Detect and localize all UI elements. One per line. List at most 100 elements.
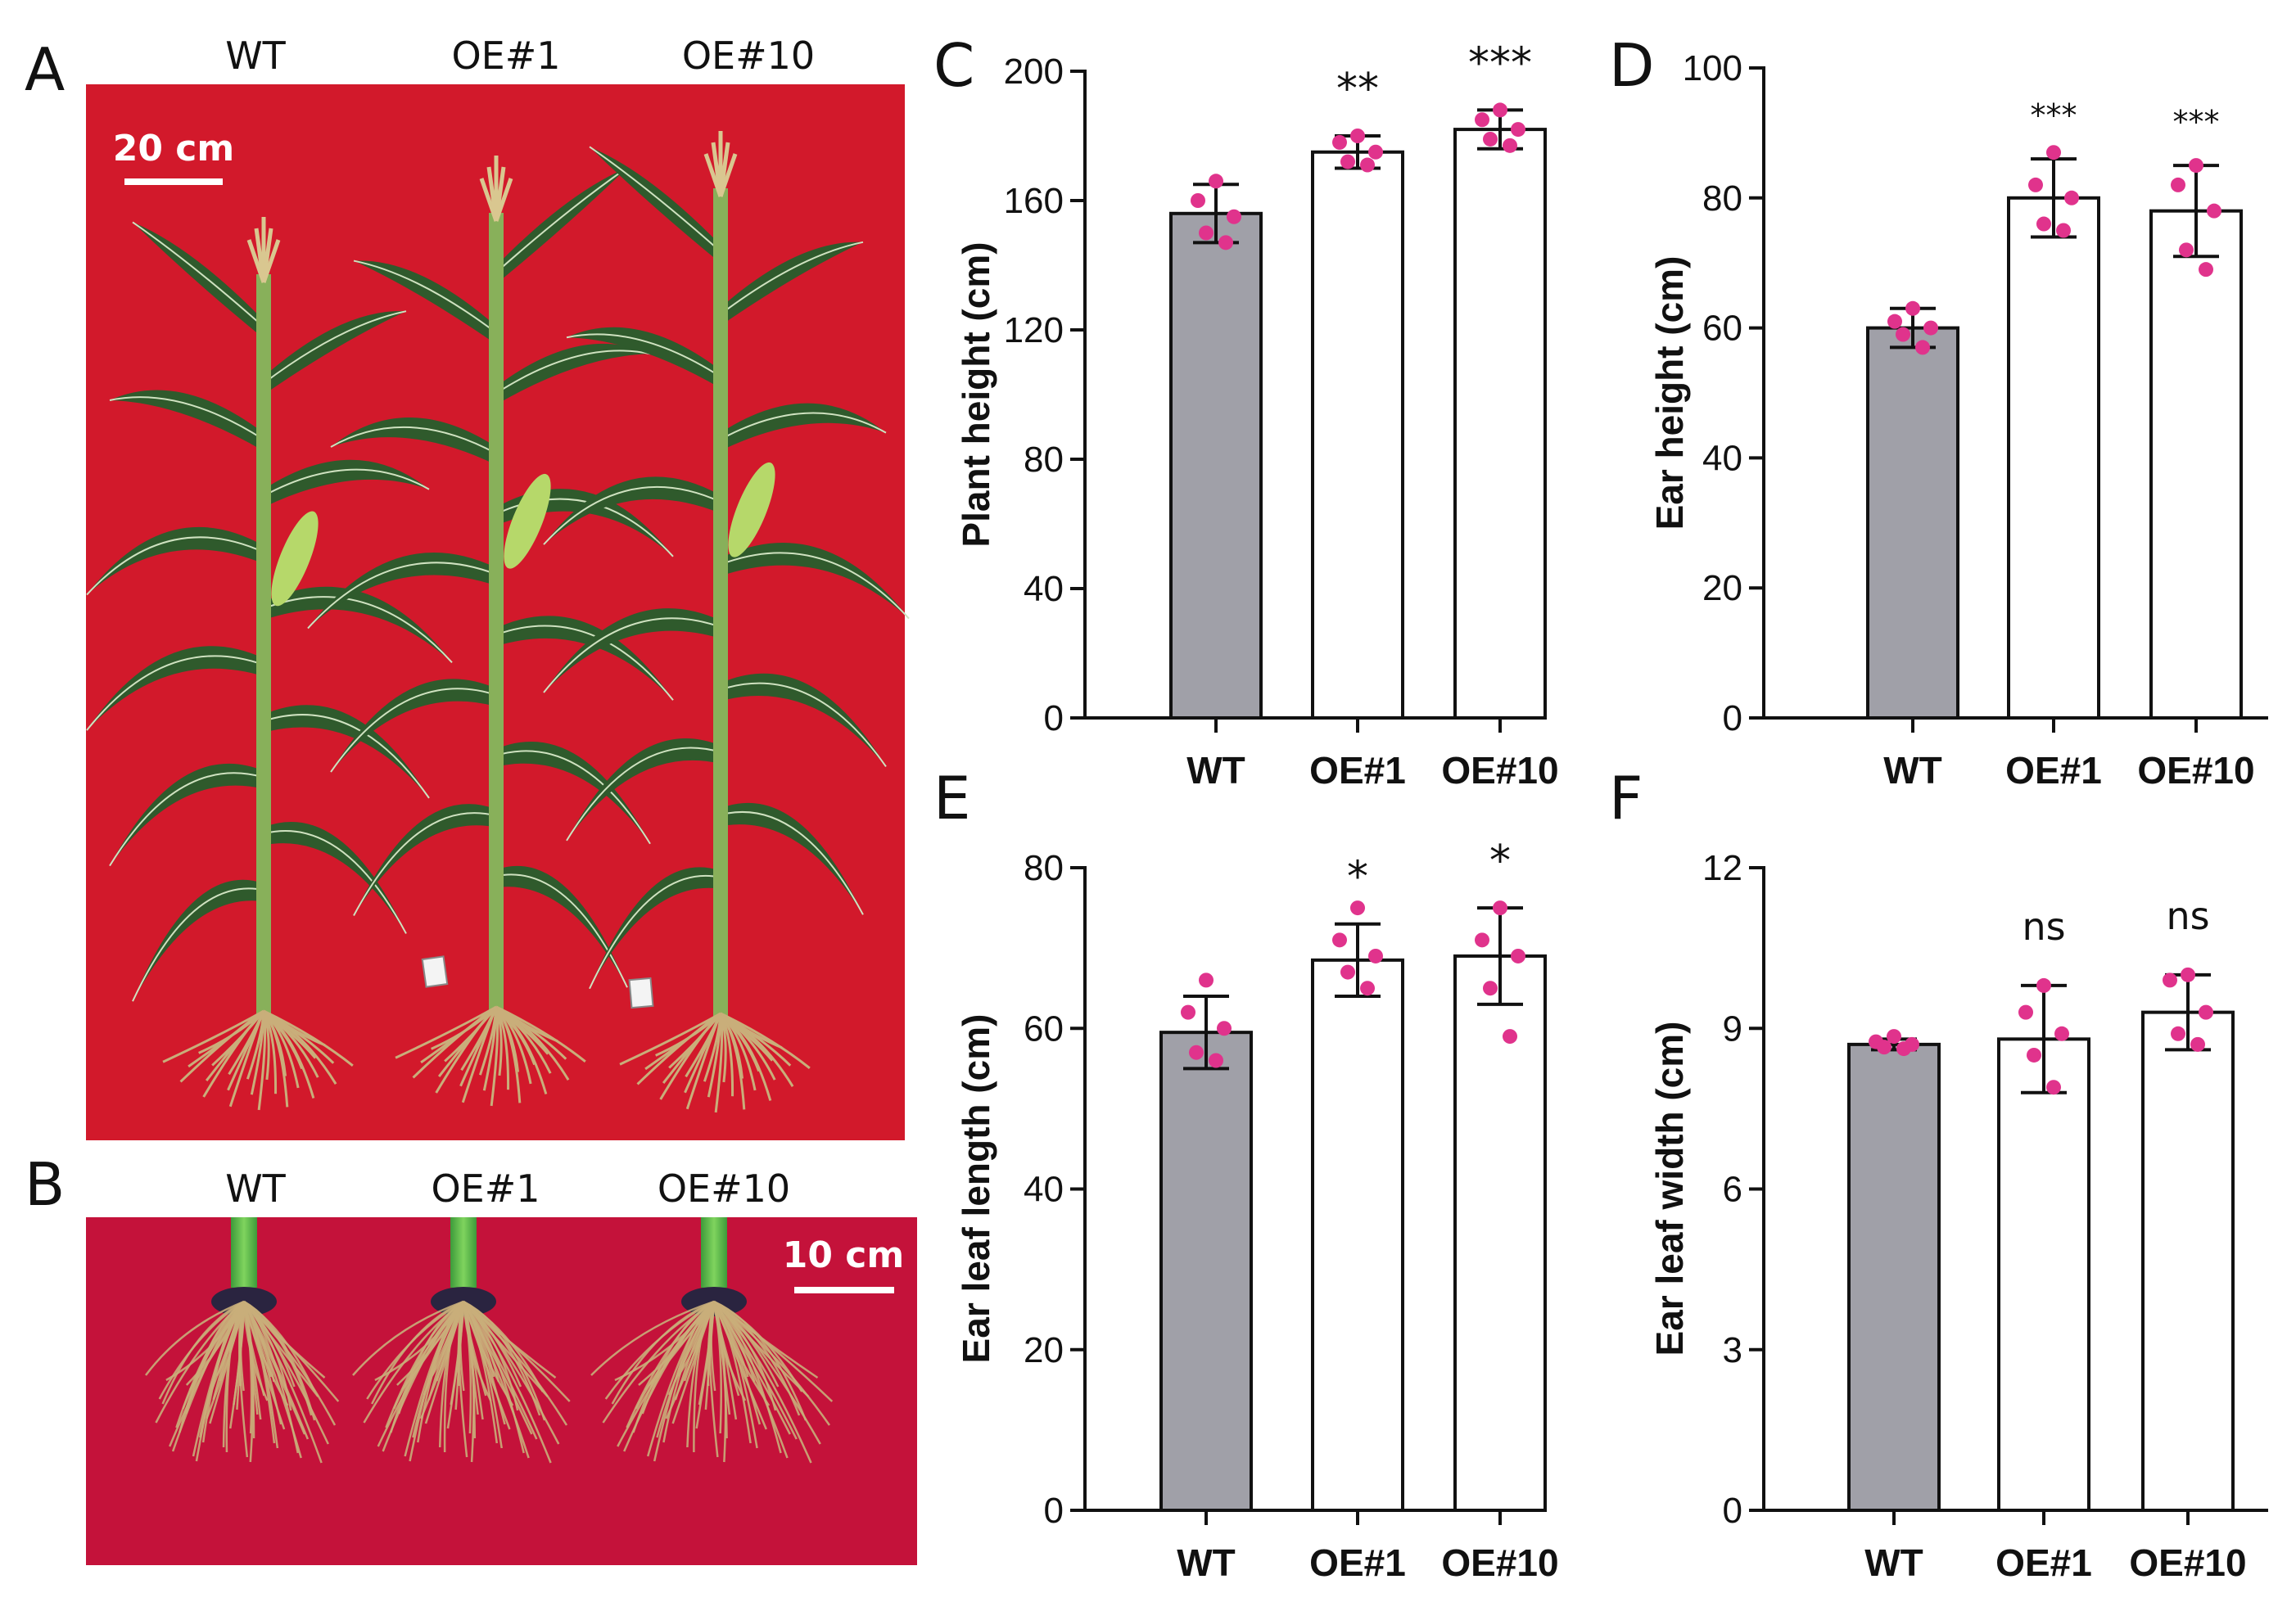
data-point — [1209, 174, 1223, 189]
leaf-midrib — [720, 682, 887, 768]
data-point — [1350, 129, 1365, 143]
data-point — [1199, 225, 1214, 241]
photo-b-scale-label: 10 cm — [783, 1234, 904, 1276]
y-tick-label: 20 — [1702, 568, 1742, 608]
root-strand — [713, 1301, 798, 1440]
root-strand — [478, 1006, 498, 1076]
photo-b-label-oe10: OE#10 — [658, 1167, 790, 1211]
root-strand — [462, 1301, 530, 1459]
maize-leaf — [721, 802, 863, 915]
root-strand — [632, 1300, 715, 1433]
x-tick-label-oe10: OE#10 — [2129, 1541, 2246, 1584]
root-systems — [145, 1217, 834, 1464]
y-tick-label: 40 — [1024, 1170, 1064, 1210]
x-tick-label-oe10: OE#10 — [1441, 1541, 1558, 1584]
data-point — [1360, 981, 1375, 996]
root-strand — [409, 1301, 464, 1462]
data-point — [2036, 216, 2051, 232]
bar-oe10 — [2149, 209, 2243, 720]
y-tick-label: 0 — [1723, 1491, 1742, 1531]
bar-oe10 — [1453, 954, 1547, 1512]
x-tick-label-oe10: OE#10 — [2137, 749, 2254, 792]
photo-b-label-oe1: OE#1 — [431, 1167, 540, 1211]
data-point — [1475, 932, 1489, 948]
leaf-midrib — [263, 596, 453, 663]
root-strand — [463, 1301, 549, 1397]
leaf-midrib — [353, 812, 497, 916]
root-strand — [703, 1013, 722, 1082]
y-tick-label: 160 — [1004, 181, 1064, 221]
significance-label: *** — [1468, 38, 1532, 88]
x-tick-label-oe1: OE#1 — [1309, 1541, 1406, 1584]
leaf-midrib — [589, 146, 721, 253]
maize-leaf — [496, 616, 673, 701]
leaf-midrib — [566, 747, 721, 842]
y-tick-label: 3 — [1723, 1330, 1742, 1370]
data-point — [1199, 972, 1214, 988]
data-point — [1503, 1029, 1517, 1045]
maize-leaf — [590, 147, 721, 264]
root-strand — [242, 1301, 310, 1440]
maize-leaf — [590, 867, 721, 989]
leaf-midrib — [495, 350, 651, 395]
panel-label-a: A — [25, 35, 65, 104]
root-strand — [243, 1301, 337, 1426]
data-point — [1905, 300, 1920, 316]
y-axis-label: Ear leaf width (cm) — [1648, 1022, 1691, 1356]
root-strand — [460, 1006, 498, 1072]
data-point — [2189, 158, 2203, 174]
leaf-midrib — [589, 874, 721, 990]
panel-label: E — [933, 764, 971, 833]
maize-ear — [504, 473, 551, 569]
data-point — [1493, 900, 1507, 916]
maize-leaf — [721, 241, 863, 326]
data-point — [2036, 977, 2051, 993]
chart-f: F Ear leaf width (cm) 0 3 6 9 12 WT OE#1 ns OE#10 n… — [1609, 764, 2268, 1584]
x-tick-label-oe1: OE#1 — [1309, 749, 1406, 792]
data-point — [1340, 964, 1355, 980]
x-tick-label-oe10: OE#10 — [1441, 749, 1558, 792]
root-strand — [352, 1300, 464, 1376]
maize-leaf — [354, 804, 496, 916]
data-point — [2018, 1004, 2033, 1020]
data-point — [1218, 235, 1233, 250]
root-strand — [185, 1301, 245, 1415]
root-strand — [443, 1301, 465, 1453]
maize-ear — [728, 462, 775, 557]
x-tick-label-wt: WT — [1186, 749, 1245, 792]
leaf-midrib — [263, 830, 407, 934]
bar-oe10 — [1453, 128, 1547, 720]
root-strand — [228, 1010, 265, 1076]
root-strand — [462, 1301, 538, 1440]
maize-ear — [271, 511, 319, 607]
data-point — [2199, 1004, 2213, 1020]
photo-a-scale-label: 20 cm — [113, 128, 234, 169]
leaf-midrib — [307, 562, 497, 630]
root-strand — [145, 1300, 245, 1376]
root-strand — [662, 1301, 716, 1443]
root-strand — [242, 1301, 286, 1430]
maize-leaf — [721, 403, 886, 451]
leaf-midrib — [720, 412, 887, 440]
root-strand — [246, 1010, 265, 1080]
y-tick-label: 12 — [1702, 848, 1742, 888]
root-strand — [201, 1301, 246, 1443]
root-strand — [462, 1301, 492, 1401]
root-strand — [463, 1300, 546, 1421]
root-strand — [225, 1301, 246, 1453]
data-point — [2181, 967, 2195, 982]
photo-a-label-wt: WT — [225, 34, 286, 78]
photo-a-label-oe10: OE#10 — [682, 34, 815, 78]
maize-leaf — [133, 222, 264, 339]
y-axis-label: Plant height (cm) — [955, 241, 997, 547]
maize-leaf — [308, 552, 496, 629]
maize-leaf — [567, 327, 721, 389]
leaf-midrib — [353, 259, 497, 334]
leaf-midrib — [263, 468, 430, 497]
root-strand — [179, 1300, 245, 1433]
leaf-midrib — [86, 655, 264, 731]
maize-leaf — [87, 526, 264, 595]
x-tick-label-oe1: OE#1 — [1995, 1541, 2092, 1584]
plant-tag-2 — [628, 977, 654, 1009]
